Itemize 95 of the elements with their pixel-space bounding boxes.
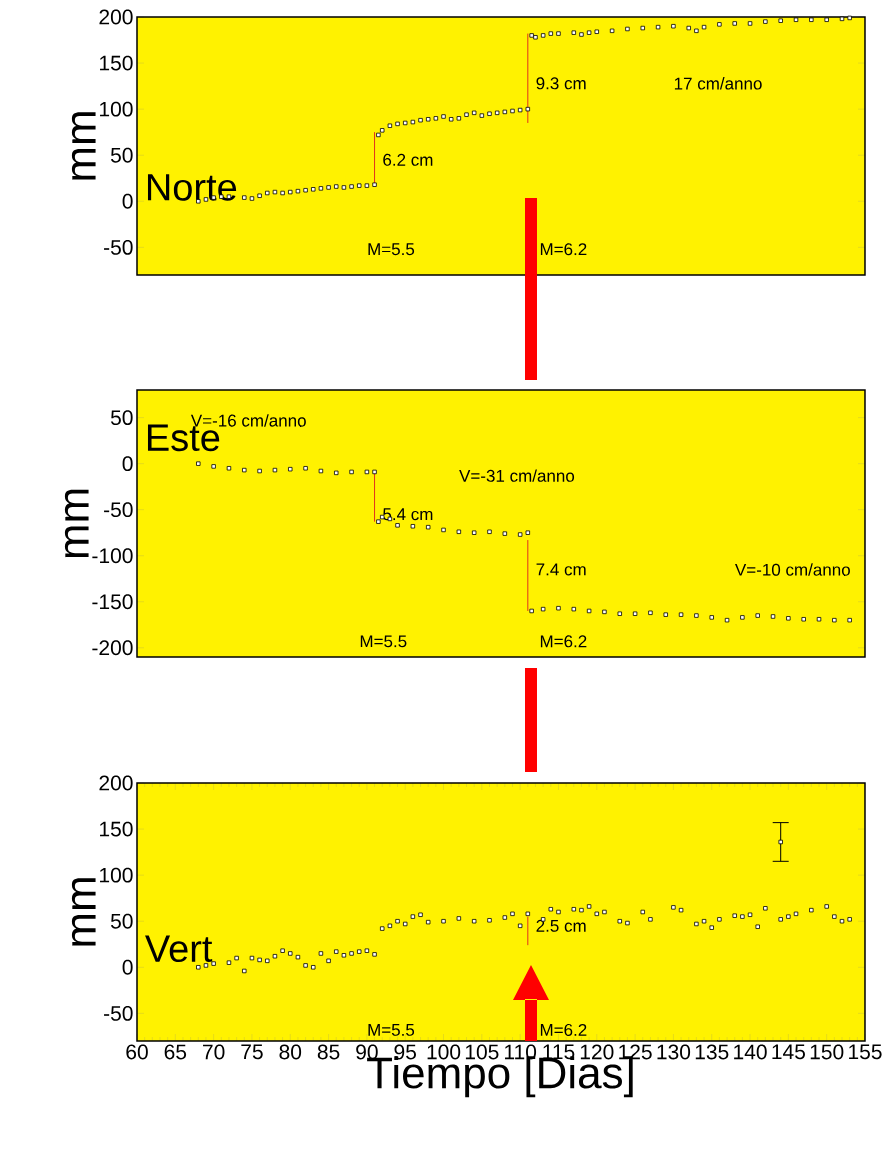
point bbox=[471, 530, 477, 535]
point bbox=[663, 612, 668, 617]
y-tick-label: 200 bbox=[99, 775, 133, 791]
y-tick-label: 100 bbox=[100, 867, 133, 883]
y-tick-label: 50 bbox=[110, 410, 133, 426]
y-tick-label: -50 bbox=[104, 502, 133, 518]
annotation: M=5.5 bbox=[360, 635, 407, 648]
x-tick-label: 130 bbox=[657, 1044, 691, 1060]
point bbox=[740, 615, 745, 620]
y-tick-label: 100 bbox=[100, 101, 133, 117]
x-tick-label: 75 bbox=[241, 1044, 263, 1060]
point bbox=[786, 616, 791, 621]
y-tick-label: -200 bbox=[92, 640, 133, 656]
x-tick-label: 70 bbox=[203, 1044, 225, 1060]
point bbox=[586, 608, 592, 614]
point bbox=[648, 610, 653, 615]
point bbox=[617, 611, 622, 616]
point bbox=[456, 529, 462, 534]
y-tick-label: 150 bbox=[100, 55, 133, 71]
x-tick-label: 145 bbox=[772, 1044, 805, 1060]
point bbox=[487, 529, 492, 534]
point bbox=[372, 469, 377, 475]
annotation: 7.4 cm bbox=[536, 563, 586, 576]
point bbox=[832, 617, 837, 623]
y-tick-label: 0 bbox=[122, 456, 133, 472]
point bbox=[632, 611, 638, 616]
y-tick-label: 150 bbox=[100, 821, 133, 837]
x-tick-label: 140 bbox=[734, 1044, 767, 1060]
point bbox=[529, 608, 534, 614]
point bbox=[502, 531, 508, 536]
y-tick-label: 50 bbox=[110, 147, 133, 163]
point bbox=[376, 519, 381, 524]
point bbox=[318, 468, 324, 474]
x-tick-label: 135 bbox=[695, 1044, 729, 1060]
point bbox=[364, 469, 370, 475]
annotation: M=6.2 bbox=[540, 243, 587, 256]
point bbox=[724, 617, 730, 623]
y-tick-label: -100 bbox=[92, 548, 133, 564]
y-tick-label: 0 bbox=[122, 959, 133, 975]
x-tick-label: 80 bbox=[279, 1044, 302, 1060]
point bbox=[257, 468, 262, 474]
point bbox=[801, 617, 806, 622]
annotation: 6.2 cm bbox=[383, 153, 433, 166]
annotation: 9.3 cm bbox=[536, 77, 586, 90]
x-tick-label: 150 bbox=[810, 1044, 844, 1060]
point bbox=[410, 524, 416, 529]
annotation: V=-10 cm/anno bbox=[735, 563, 850, 576]
point bbox=[770, 614, 776, 619]
point bbox=[755, 613, 760, 618]
point bbox=[525, 530, 531, 535]
point bbox=[556, 606, 561, 611]
point bbox=[517, 532, 523, 537]
point bbox=[334, 470, 339, 476]
point bbox=[226, 466, 232, 471]
x-tick-label: 65 bbox=[164, 1044, 187, 1060]
point bbox=[425, 524, 431, 530]
y-axis-title: mm bbox=[71, 878, 96, 946]
y-tick-label: 0 bbox=[122, 193, 133, 209]
annotation: M=6.2 bbox=[540, 635, 587, 648]
y-axis-title: mm bbox=[71, 112, 96, 180]
point bbox=[571, 606, 576, 612]
point bbox=[211, 464, 216, 469]
annotation: M=5.5 bbox=[368, 1024, 415, 1036]
y-tick-label: -150 bbox=[92, 594, 133, 610]
x-tick-label: 155 bbox=[849, 1044, 882, 1060]
point bbox=[694, 613, 699, 618]
x-tick-label: 85 bbox=[317, 1044, 340, 1060]
annotation: Vert bbox=[145, 935, 213, 963]
point bbox=[395, 523, 400, 528]
point bbox=[441, 527, 446, 533]
y-tick-label: -50 bbox=[104, 1005, 133, 1021]
annotation: V=-31 cm/anno bbox=[459, 469, 575, 482]
point bbox=[540, 606, 546, 612]
point bbox=[602, 609, 607, 615]
annotation: Norte bbox=[147, 174, 237, 201]
point bbox=[288, 466, 293, 472]
point bbox=[303, 466, 308, 471]
point bbox=[349, 469, 354, 475]
annotation: 17 cm/anno bbox=[674, 77, 762, 90]
point bbox=[847, 617, 852, 623]
annotation: 5.4 cm bbox=[383, 508, 433, 521]
y-tick-label: 200 bbox=[99, 9, 133, 25]
point bbox=[196, 461, 201, 466]
point bbox=[272, 467, 278, 473]
point bbox=[709, 615, 714, 620]
annotation: 2.5 cm bbox=[536, 919, 586, 932]
y-tick-label: -50 bbox=[104, 239, 133, 255]
point bbox=[678, 612, 684, 617]
y-tick-label: 50 bbox=[110, 913, 133, 929]
point bbox=[816, 617, 822, 622]
point bbox=[242, 467, 247, 473]
x-tick-label: 60 bbox=[126, 1044, 148, 1060]
y-axis-title: mm bbox=[64, 489, 89, 558]
annotation: M=6.2 bbox=[540, 1023, 587, 1036]
annotation: M=5.5 bbox=[368, 243, 415, 256]
